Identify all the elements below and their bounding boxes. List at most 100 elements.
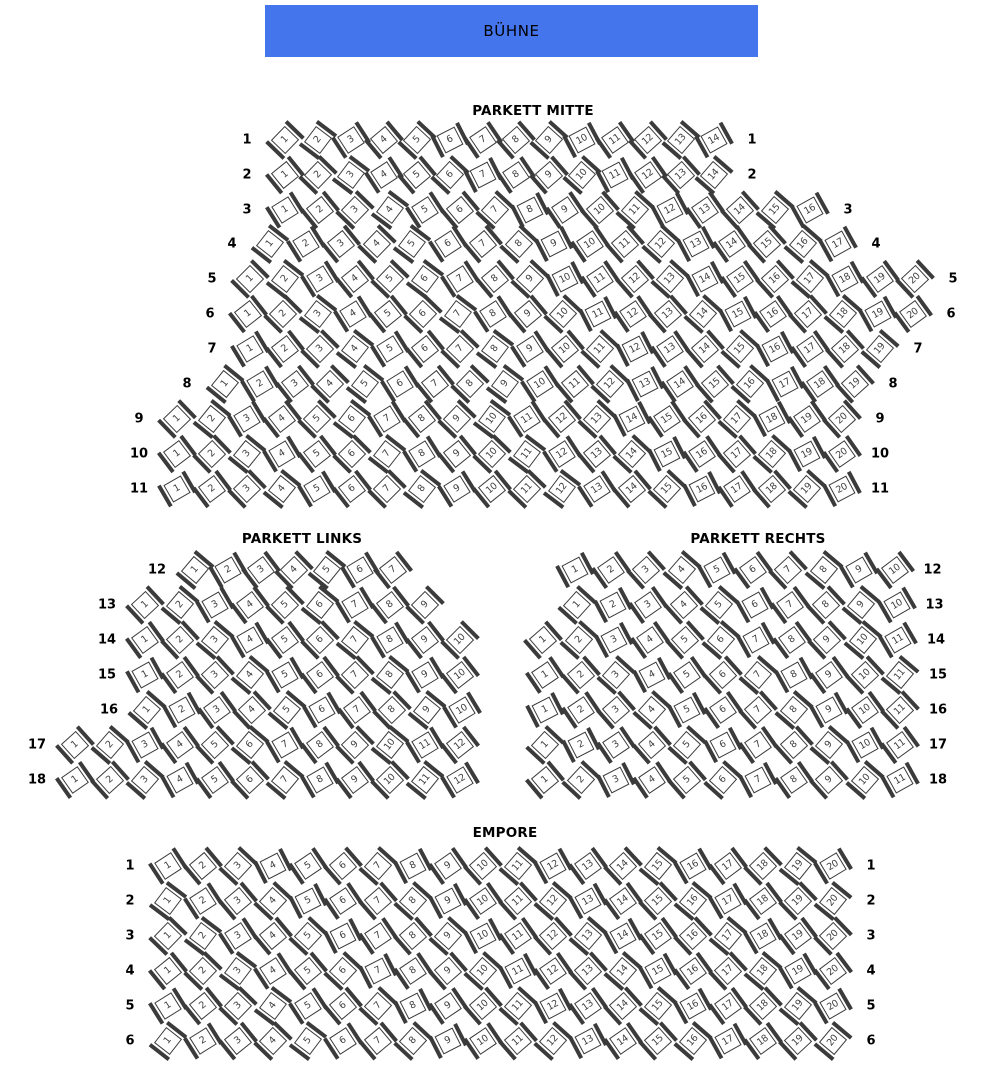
seat[interactable]: 13 — [682, 230, 710, 258]
seat[interactable]: 5 — [672, 730, 702, 760]
seat[interactable]: 2 — [95, 730, 125, 760]
seat[interactable]: 14 — [608, 956, 638, 986]
seat[interactable]: 1 — [562, 590, 592, 620]
seat[interactable]: 6 — [337, 404, 367, 434]
seat[interactable]: 2 — [268, 299, 298, 329]
seat[interactable]: 3 — [200, 660, 230, 690]
seat[interactable]: 10 — [477, 404, 507, 434]
seat[interactable]: 3 — [224, 922, 252, 950]
seat[interactable]: 6 — [346, 556, 374, 584]
seat[interactable]: 16 — [687, 404, 717, 434]
seat[interactable]: 15 — [653, 405, 681, 433]
seat[interactable]: 5 — [673, 661, 701, 689]
seat[interactable]: 12 — [547, 474, 577, 504]
seat[interactable]: 6 — [328, 991, 358, 1021]
seat[interactable]: 3 — [233, 405, 261, 433]
seat[interactable]: 11 — [885, 695, 915, 725]
seat[interactable]: 12 — [446, 766, 474, 794]
seat[interactable]: 16 — [788, 229, 817, 259]
seat[interactable]: 8 — [398, 886, 428, 916]
seat[interactable]: 15 — [653, 440, 681, 468]
seat[interactable]: 18 — [830, 334, 860, 364]
seat[interactable]: 20 — [818, 1026, 848, 1056]
seat[interactable]: 15 — [700, 369, 730, 399]
seat[interactable]: 5 — [270, 625, 300, 655]
seat[interactable]: 1 — [210, 369, 240, 399]
seat[interactable]: 15 — [643, 851, 673, 881]
seat[interactable]: 6 — [308, 696, 336, 724]
seat[interactable]: 8 — [305, 730, 335, 760]
seat[interactable]: 20 — [827, 404, 857, 434]
seat[interactable]: 3 — [232, 439, 262, 469]
seat[interactable]: 16 — [678, 921, 708, 951]
seat[interactable]: 20 — [818, 921, 848, 951]
seat[interactable]: 15 — [725, 334, 755, 364]
seat[interactable]: 5 — [672, 765, 702, 795]
seat[interactable]: 14 — [725, 195, 755, 225]
seat[interactable]: 4 — [258, 921, 288, 951]
seat[interactable]: 11 — [503, 886, 533, 916]
seat[interactable]: 1 — [154, 992, 182, 1020]
seat[interactable]: 2 — [214, 556, 242, 584]
seat[interactable]: 6 — [329, 1027, 357, 1055]
seat[interactable]: 5 — [293, 1026, 323, 1056]
seat[interactable]: 12 — [445, 730, 475, 760]
seat[interactable]: 15 — [644, 957, 672, 985]
seat[interactable]: 14 — [666, 370, 694, 398]
seat[interactable]: 10 — [882, 591, 911, 619]
seat[interactable]: 6 — [305, 625, 335, 655]
seat[interactable]: 20 — [828, 475, 856, 503]
seat[interactable]: 5 — [294, 887, 322, 915]
seat[interactable]: 5 — [293, 956, 323, 986]
seat[interactable]: 4 — [637, 695, 666, 725]
seat[interactable]: 3 — [223, 1026, 253, 1056]
seat[interactable]: 9 — [433, 921, 463, 951]
seat[interactable]: 2 — [188, 956, 218, 986]
seat[interactable]: 5 — [303, 475, 331, 503]
seat[interactable]: 4 — [166, 766, 194, 794]
seat[interactable]: 7 — [744, 766, 772, 794]
seat[interactable]: 9 — [434, 1027, 462, 1055]
seat[interactable]: 5 — [673, 696, 701, 724]
seat[interactable]: 11 — [503, 1026, 533, 1056]
seat[interactable]: 10 — [526, 370, 554, 398]
seat[interactable]: 8 — [407, 404, 437, 434]
seat[interactable]: 7 — [363, 1026, 393, 1056]
seat[interactable]: 7 — [773, 555, 803, 585]
seat[interactable]: 2 — [303, 125, 333, 155]
seat[interactable]: 12 — [548, 440, 576, 468]
seat[interactable]: 11 — [513, 405, 541, 433]
seat[interactable]: 4 — [258, 886, 288, 916]
seat[interactable]: 9 — [410, 590, 440, 620]
seat[interactable]: 4 — [279, 555, 309, 585]
seat[interactable]: 7 — [743, 660, 773, 690]
seat[interactable]: 4 — [635, 626, 664, 654]
seat[interactable]: 6 — [235, 765, 265, 795]
seat[interactable]: 7 — [446, 265, 474, 293]
seat[interactable]: 11 — [884, 626, 912, 654]
seat[interactable]: 9 — [411, 661, 439, 689]
seat[interactable]: 9 — [815, 661, 843, 689]
seat[interactable]: 16 — [678, 1026, 708, 1056]
seat[interactable]: 17 — [722, 404, 752, 434]
seat[interactable]: 9 — [433, 956, 463, 986]
seat[interactable]: 8 — [480, 264, 510, 294]
seat[interactable]: 8 — [779, 695, 808, 725]
seat[interactable]: 19 — [783, 886, 813, 916]
seat[interactable]: 17 — [714, 887, 742, 915]
seat[interactable]: 5 — [704, 590, 734, 620]
seat[interactable]: 4 — [259, 852, 287, 880]
seat[interactable]: 4 — [237, 695, 267, 725]
seat[interactable]: 1 — [132, 695, 162, 725]
seat[interactable]: 18 — [828, 299, 858, 329]
seat[interactable]: 10 — [448, 696, 476, 724]
seat[interactable]: 15 — [724, 300, 752, 328]
seat[interactable]: 1 — [233, 299, 263, 329]
seat[interactable]: 10 — [468, 991, 498, 1021]
seat[interactable]: 5 — [397, 229, 427, 259]
seat[interactable]: 5 — [302, 439, 332, 469]
seat[interactable]: 6 — [410, 264, 440, 294]
seat[interactable]: 10 — [550, 334, 580, 364]
seat[interactable]: 14 — [690, 334, 720, 364]
seat[interactable]: 13 — [631, 370, 659, 398]
